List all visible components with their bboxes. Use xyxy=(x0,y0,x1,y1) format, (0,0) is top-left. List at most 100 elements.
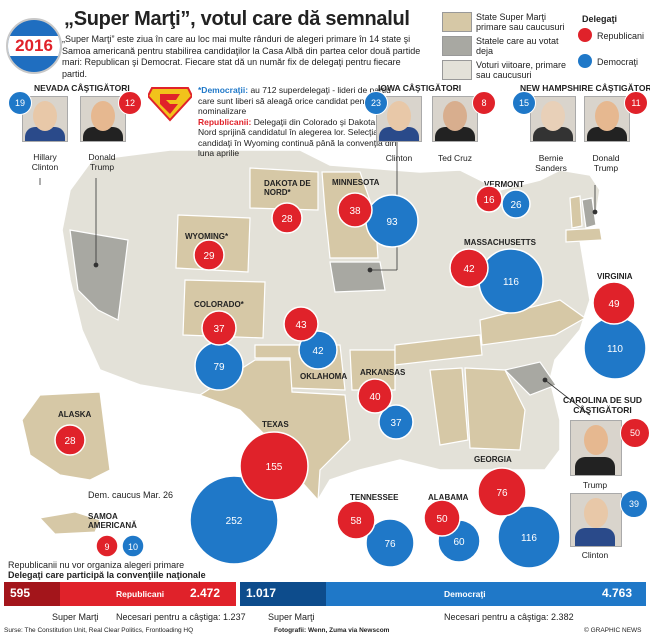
nevada-rep-name: Donald Trump xyxy=(88,152,116,172)
label-massachusetts: MASSACHUSETTS xyxy=(464,238,537,247)
year-badge-text: 2016 xyxy=(15,36,53,55)
sc-dem-name: Clinton xyxy=(581,550,609,560)
label-wyoming: WYOMING* xyxy=(185,232,229,241)
bubble-virginia-rep: 49 xyxy=(592,281,636,325)
iowa-winners-header: IOWA CÂŞTIGĂTORI xyxy=(378,83,462,93)
bubble-arkansas-rep: 40 xyxy=(357,378,393,414)
label-virginia: VIRGINIA xyxy=(597,272,633,281)
legend-rep-dot xyxy=(578,28,592,42)
nevada-winners-header: NEVADA CÂŞTIGĂTORI xyxy=(34,83,130,93)
bubble-tennessee-rep-value: 58 xyxy=(350,516,362,527)
dem-total-value: 4.763 xyxy=(602,586,633,600)
bubble-tennessee-dem: 76 xyxy=(365,518,415,568)
bubble-texas-dem: 252 xyxy=(189,475,279,565)
label-north-dakota: DAKOTA DE NORD* xyxy=(264,179,311,197)
intro-text: „Super Marţi” este ziua în care au loc m… xyxy=(62,34,421,79)
bubble-colorado-dem-value: 79 xyxy=(213,362,225,373)
bubble-virginia-rep-value: 49 xyxy=(608,299,620,310)
bubble-virginia-dem: 110 xyxy=(583,316,647,380)
photo-clinton-sc xyxy=(570,493,622,547)
label-samoa: SAMOA AMERICANĂ xyxy=(88,512,137,530)
label-minnesota: MINNESOTA xyxy=(332,178,380,187)
label-vermont: VERMONT xyxy=(484,180,524,189)
bubble-georgia-rep-value: 76 xyxy=(496,488,508,499)
bubble-vermont-rep: 16 xyxy=(475,185,503,213)
bubble-texas-rep: 155 xyxy=(239,431,309,501)
label-arkansas: ARKANSAS xyxy=(360,368,406,377)
bubble-vermont-rep-value: 16 xyxy=(483,195,495,206)
territory-samoa xyxy=(38,511,101,535)
photo-trump-nh xyxy=(584,96,630,142)
legend-label-super-tuesday: State Super Marţi primare sau caucusuri xyxy=(476,12,565,32)
bubble-georgia-rep: 76 xyxy=(477,467,527,517)
nevada-dem-badge: 19 xyxy=(8,91,32,115)
bubble-massachusetts-dem-value: 116 xyxy=(503,277,519,288)
bubble-arkansas-dem: 37 xyxy=(378,404,414,440)
super-emblem-icon xyxy=(148,87,192,122)
legend-label-future: Voturi viitoare, primare sau caucusuri xyxy=(476,60,567,80)
bubble-alabama-rep-value: 50 xyxy=(436,514,448,525)
rep-total-value: 2.472 xyxy=(190,586,221,600)
legend-swatch-voted xyxy=(442,36,472,56)
label-alabama: ALABAMA xyxy=(428,493,469,502)
samoa-note: Republicanii nu vor organiza alegeri pri… xyxy=(8,560,185,570)
iowa-dem-name: Clinton xyxy=(385,153,413,163)
dem-super-value: 1.017 xyxy=(246,586,277,600)
rep-super-bar xyxy=(4,582,60,606)
footer-sources: Surse: The Constitution Unit, Real Clear… xyxy=(4,627,194,634)
notes-block: *Democraţii: au 712 superdelegaţi - lide… xyxy=(198,85,403,159)
state-tennessee xyxy=(394,334,483,366)
bubble-wyoming-rep-value: 29 xyxy=(203,251,215,262)
sc-dem-badge: 39 xyxy=(620,490,648,518)
bubble-vermont-dem: 26 xyxy=(501,189,531,219)
state-nevada xyxy=(69,229,129,321)
label-oklahoma: OKLAHOMA xyxy=(300,372,348,381)
year-badge: 2016 xyxy=(6,18,62,74)
alaska-note: Dem. caucus Mar. 26 xyxy=(88,490,174,500)
bubble-georgia-dem-value: 116 xyxy=(521,533,537,544)
note-dem-label: *Democraţii: xyxy=(198,85,249,95)
label-texas: TEXAS xyxy=(262,420,289,429)
bubble-samoa-rep-value: 9 xyxy=(104,542,109,552)
bubble-minnesota-dem: 93 xyxy=(365,194,419,248)
bubble-alabama-dem-value: 60 xyxy=(453,537,465,548)
bubble-alaska-rep: 28 xyxy=(54,424,86,456)
bubble-alabama-rep: 50 xyxy=(423,499,461,537)
bubble-texas-rep-value: 155 xyxy=(266,462,283,473)
bubble-alaska-rep-value: 28 xyxy=(64,436,76,447)
sc-rep-name: Trump xyxy=(582,480,608,490)
state-south-carolina xyxy=(503,361,557,396)
bubble-samoa-rep: 9 xyxy=(95,534,119,558)
sc-winners-header: CAROLINA DE SUD CÂŞTIGĂTORI xyxy=(562,395,643,415)
rep-super-label: Super Marţi xyxy=(52,612,99,622)
note-rep-text: Delegaţii din Colorado şi Dakota de Nord… xyxy=(198,116,397,159)
iowa-dem-badge: 23 xyxy=(364,91,388,115)
dem-super-bar xyxy=(240,582,326,606)
bubble-arkansas-rep-value: 40 xyxy=(369,392,381,403)
legend-rep-label: Republicani xyxy=(597,31,645,41)
photo-trump-sc xyxy=(570,420,622,476)
iowa-rep-badge: 8 xyxy=(472,91,496,115)
nh-winners-header: NEW HAMPSHIRE CÂŞTIGĂTORI xyxy=(520,83,650,93)
bubble-north-dakota-rep: 28 xyxy=(271,202,303,234)
legend-label-voted: Statele care au votat deja xyxy=(476,36,559,56)
dem-needed: Necesari pentru a câştiga: 2.382 xyxy=(444,612,574,622)
bubble-massachusetts-rep-value: 42 xyxy=(463,264,475,275)
bubble-oklahoma-rep: 43 xyxy=(283,306,319,342)
bubble-georgia-dem: 116 xyxy=(497,505,561,569)
bubble-arkansas-dem-value: 37 xyxy=(390,418,402,429)
dem-super-label: Super Marţi xyxy=(268,612,315,622)
note-dem-text: au 712 superdelegaţi - lideri de partid … xyxy=(198,85,391,116)
label-georgia: GEORGIA xyxy=(474,455,512,464)
footer-credit: © GRAPHIC NEWS xyxy=(584,627,642,634)
state-new-hampshire xyxy=(581,197,597,229)
bubble-oklahoma-rep-value: 43 xyxy=(295,320,307,331)
label-tennessee: TENNESSEE xyxy=(350,493,399,502)
legend-swatch-super-tuesday xyxy=(442,12,472,32)
nh-dem-badge: 15 xyxy=(512,91,536,115)
bubble-virginia-dem-value: 110 xyxy=(607,344,623,355)
dem-bar-label: Democraţi xyxy=(444,589,486,599)
bubble-colorado-rep: 37 xyxy=(201,310,237,346)
